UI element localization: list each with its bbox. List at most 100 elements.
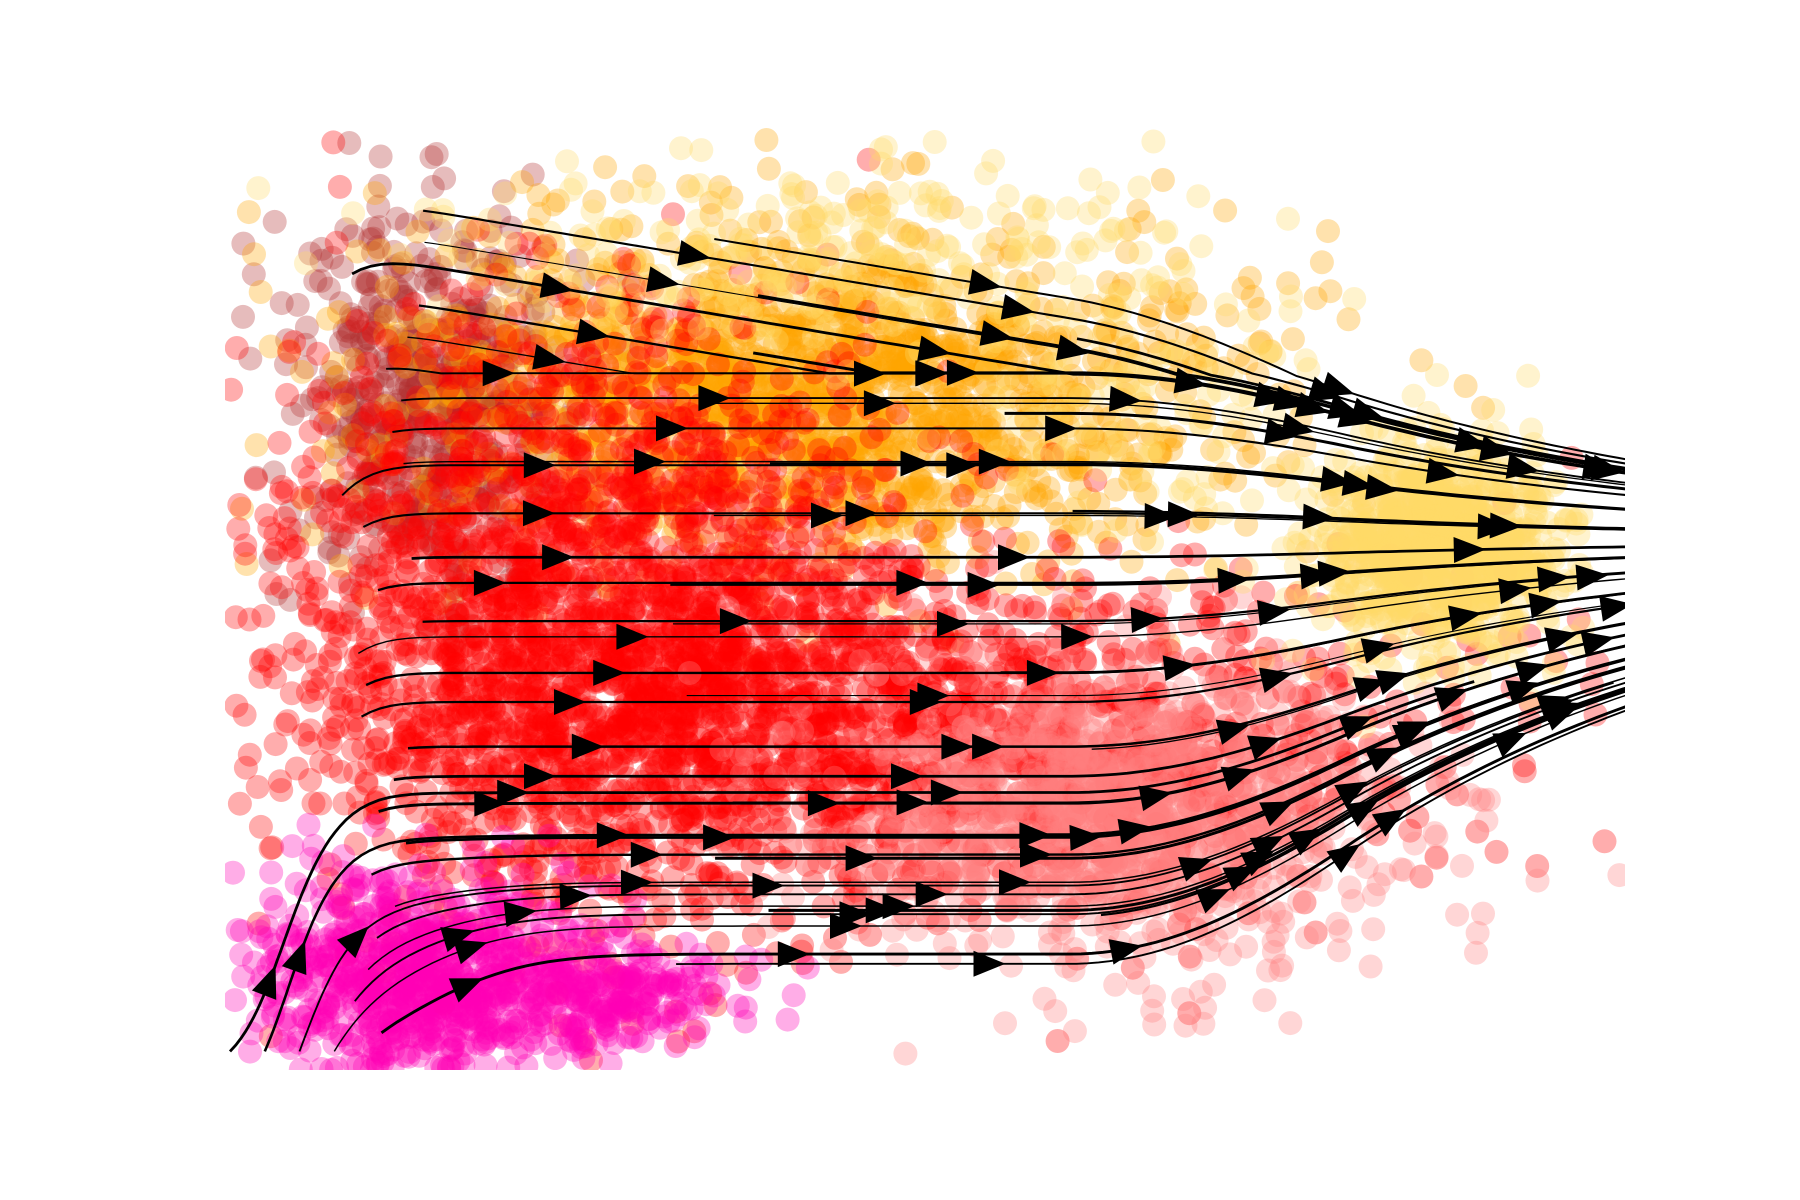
cell-point <box>285 292 310 317</box>
cell-point <box>451 425 476 450</box>
cell-point <box>386 336 411 361</box>
cell-point <box>248 664 273 689</box>
cell-point <box>364 435 389 460</box>
cell-point <box>241 262 266 287</box>
cell-point <box>347 553 372 577</box>
cell-point <box>274 352 298 377</box>
cell-point <box>262 460 286 485</box>
cell-point <box>498 567 523 592</box>
cell-point <box>389 284 414 309</box>
cell-point <box>231 231 256 256</box>
cell-point <box>705 542 730 566</box>
cell-point <box>486 404 511 429</box>
cell-point <box>590 383 615 408</box>
cell-point <box>499 215 524 240</box>
cell-point <box>466 486 491 511</box>
cell-point <box>309 408 334 432</box>
cell-point <box>341 737 366 762</box>
cell-point <box>275 382 300 407</box>
cell-point <box>480 394 505 419</box>
cell-point <box>1309 250 1334 275</box>
cell-point <box>413 269 438 294</box>
cell-point <box>573 497 598 522</box>
cell-point <box>484 249 509 274</box>
cell-point <box>243 465 268 490</box>
cell-point <box>911 474 936 499</box>
cell-point <box>339 410 363 434</box>
cell-point <box>1336 307 1361 332</box>
cell-point <box>357 346 382 371</box>
cell-point <box>337 131 362 155</box>
cell-point <box>452 563 477 588</box>
cell-point <box>501 401 526 426</box>
cell-point <box>433 508 458 533</box>
cell-point <box>385 206 410 231</box>
cell-point <box>321 130 346 155</box>
cell-point <box>424 346 449 371</box>
cell-point <box>346 305 371 330</box>
cell-point <box>531 300 556 325</box>
cell-point <box>529 477 554 502</box>
cell-point <box>561 398 586 423</box>
cell-point <box>456 401 481 426</box>
cell-point <box>415 313 440 338</box>
cell-point <box>369 423 394 448</box>
cell-point <box>1237 265 1262 290</box>
cell-point <box>360 287 385 311</box>
cell-point <box>429 426 454 451</box>
cell-point <box>382 239 406 264</box>
cell-point <box>357 294 382 319</box>
cell-point <box>484 441 509 466</box>
cell-point <box>577 343 602 368</box>
cell-point <box>413 472 438 497</box>
cell-point <box>453 249 478 274</box>
cell-point <box>269 291 294 316</box>
cell-point <box>1280 327 1305 352</box>
cell-point <box>337 424 362 449</box>
cell-point <box>675 507 699 532</box>
cell-point <box>341 502 366 527</box>
cell-point <box>489 343 514 368</box>
cell-point <box>357 414 382 439</box>
cell-point <box>512 538 537 563</box>
cell-point <box>458 513 483 538</box>
cell-point <box>330 254 354 279</box>
cell-point <box>416 468 441 493</box>
cell-point <box>449 414 474 439</box>
cell-point <box>427 265 452 290</box>
cell-point <box>355 458 380 483</box>
cell-point <box>491 614 516 639</box>
cell-point <box>436 605 461 630</box>
cell-point <box>406 370 431 395</box>
cell-point <box>513 384 538 409</box>
cell-point <box>262 537 287 562</box>
cell-point <box>486 485 511 510</box>
cell-point <box>444 414 469 439</box>
cell-point <box>248 280 273 304</box>
cell-point <box>361 226 386 251</box>
cell-point <box>497 509 522 533</box>
cell-point <box>317 413 342 438</box>
cell-point <box>327 522 352 547</box>
cell-point <box>419 268 444 293</box>
cell-point <box>453 456 478 481</box>
cell-point <box>367 215 392 240</box>
cell-point <box>365 443 390 468</box>
cell-point <box>419 438 444 463</box>
cell-point <box>226 516 251 541</box>
cell-point <box>533 373 558 397</box>
cell-point <box>386 371 410 396</box>
cell-point <box>507 328 532 353</box>
cell-point <box>398 376 423 401</box>
cell-point <box>339 333 363 358</box>
cell-point <box>551 521 576 546</box>
cell-point <box>278 587 303 612</box>
cell-point <box>420 174 445 199</box>
cell-point <box>523 329 548 354</box>
cell-point <box>454 465 479 490</box>
cell-point <box>405 219 430 244</box>
cell-point <box>482 394 507 419</box>
cell-point <box>438 519 463 544</box>
cell-point <box>556 405 581 430</box>
cell-point <box>407 493 432 518</box>
